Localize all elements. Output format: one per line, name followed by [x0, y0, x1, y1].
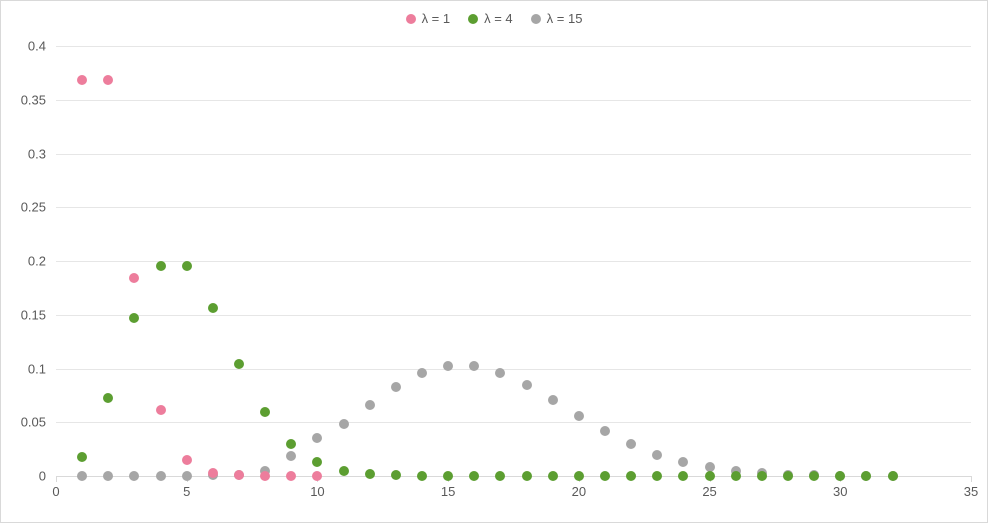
gridline-horizontal: [56, 100, 971, 101]
data-point: [129, 273, 139, 283]
legend-marker-icon: [531, 14, 541, 24]
data-point: [286, 471, 296, 481]
data-point: [260, 407, 270, 417]
data-point: [129, 313, 139, 323]
x-axis-tick-label: 5: [183, 484, 190, 499]
data-point: [809, 471, 819, 481]
legend-marker-icon: [406, 14, 416, 24]
data-point: [129, 471, 139, 481]
data-point: [208, 468, 218, 478]
data-point: [182, 261, 192, 271]
legend-item: λ = 15: [531, 11, 583, 26]
x-axis-tick-label: 0: [52, 484, 59, 499]
data-point: [600, 426, 610, 436]
legend: λ = 1 λ = 4 λ = 15: [1, 11, 987, 26]
legend-marker-icon: [468, 14, 478, 24]
data-point: [208, 303, 218, 313]
data-point: [652, 471, 662, 481]
data-point: [548, 471, 558, 481]
data-point: [182, 455, 192, 465]
data-point: [417, 471, 427, 481]
data-point: [339, 466, 349, 476]
gridline-horizontal: [56, 154, 971, 155]
plot-area: [56, 46, 971, 476]
x-axis-tick-label: 30: [833, 484, 847, 499]
data-point: [626, 471, 636, 481]
data-point: [757, 471, 767, 481]
data-point: [365, 400, 375, 410]
data-point: [600, 471, 610, 481]
x-axis-tick: [971, 476, 972, 482]
gridline-horizontal: [56, 261, 971, 262]
gridline-horizontal: [56, 422, 971, 423]
x-axis-tick-label: 35: [964, 484, 978, 499]
data-point: [705, 471, 715, 481]
data-point: [626, 439, 636, 449]
data-point: [443, 361, 453, 371]
x-axis-tick-label: 25: [702, 484, 716, 499]
data-point: [182, 471, 192, 481]
legend-label: λ = 1: [422, 11, 451, 26]
data-point: [260, 471, 270, 481]
data-point: [678, 457, 688, 467]
data-point: [469, 361, 479, 371]
legend-label: λ = 4: [484, 11, 513, 26]
data-point: [312, 471, 322, 481]
data-point: [103, 393, 113, 403]
data-point: [77, 452, 87, 462]
data-point: [495, 471, 505, 481]
data-point: [731, 471, 741, 481]
data-point: [469, 471, 479, 481]
data-point: [522, 471, 532, 481]
data-point: [103, 471, 113, 481]
data-point: [548, 395, 558, 405]
data-point: [443, 471, 453, 481]
data-point: [391, 382, 401, 392]
gridline-horizontal: [56, 369, 971, 370]
data-point: [888, 471, 898, 481]
data-point: [574, 471, 584, 481]
legend-label: λ = 15: [547, 11, 583, 26]
data-point: [339, 419, 349, 429]
x-axis-tick-label: 15: [441, 484, 455, 499]
data-point: [417, 368, 427, 378]
data-point: [286, 439, 296, 449]
data-point: [156, 471, 166, 481]
data-point: [652, 450, 662, 460]
data-point: [783, 471, 793, 481]
data-point: [156, 261, 166, 271]
gridline-horizontal: [56, 207, 971, 208]
data-point: [574, 411, 584, 421]
gridline-horizontal: [56, 46, 971, 47]
x-axis-tick: [56, 476, 57, 482]
data-point: [77, 75, 87, 85]
data-point: [77, 471, 87, 481]
data-point: [312, 457, 322, 467]
data-point: [286, 451, 296, 461]
data-point: [156, 405, 166, 415]
data-point: [365, 469, 375, 479]
data-point: [234, 470, 244, 480]
data-point: [495, 368, 505, 378]
data-point: [861, 471, 871, 481]
data-point: [522, 380, 532, 390]
poisson-scatter-chart: λ = 1λ = 4λ = 15 00.050.10.150.20.250.30…: [0, 0, 988, 523]
data-point: [391, 470, 401, 480]
data-point: [234, 359, 244, 369]
x-axis-tick-label: 10: [310, 484, 324, 499]
legend-item: λ = 4: [468, 11, 513, 26]
data-point: [103, 75, 113, 85]
x-axis-tick-label: 20: [572, 484, 586, 499]
gridline-horizontal: [56, 315, 971, 316]
data-point: [312, 433, 322, 443]
data-point: [678, 471, 688, 481]
data-point: [835, 471, 845, 481]
legend-item: λ = 1: [406, 11, 451, 26]
x-axis-line: [56, 476, 971, 477]
